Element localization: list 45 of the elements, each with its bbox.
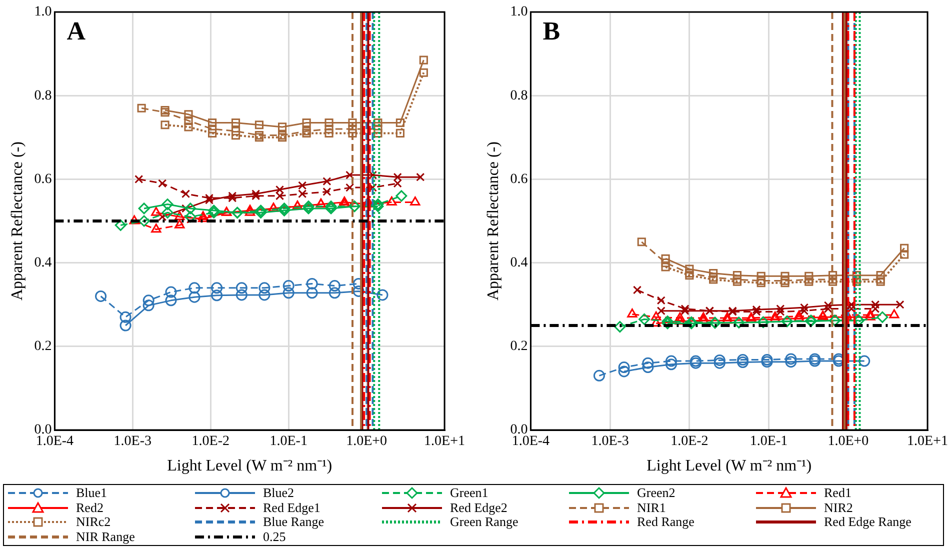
legend-label: Red Edge2 bbox=[450, 500, 508, 515]
legend-label: Blue Range bbox=[263, 514, 324, 530]
x-tick-label: 1.0E-3 bbox=[591, 434, 629, 450]
y-tick-label: 0.4 bbox=[510, 255, 528, 270]
y-tick-label: 0.8 bbox=[34, 88, 52, 104]
legend-label: Green1 bbox=[450, 485, 488, 500]
x-tick-label: 1.0E-1 bbox=[750, 434, 788, 450]
y-tick-label: 0.6 bbox=[510, 172, 528, 187]
legend-label: 0.25 bbox=[263, 528, 286, 544]
legend-label: Red1 bbox=[824, 485, 852, 500]
legend-label: Green2 bbox=[637, 485, 676, 500]
x-axis-title: Light Level (W m⁻² nm⁻¹) bbox=[646, 458, 812, 475]
chart-title: B bbox=[542, 16, 560, 46]
y-axis-title: Apparent Reflectance (-) bbox=[484, 141, 502, 301]
legend-label: Red Range bbox=[637, 514, 694, 530]
x-tick-label: 1.0E-3 bbox=[114, 434, 152, 450]
y-tick-label: 0.2 bbox=[34, 339, 52, 354]
y-tick-label: 0.6 bbox=[34, 172, 52, 187]
x-tick-label: 1.0E+0 bbox=[828, 434, 869, 450]
legend-label: Red Edge1 bbox=[263, 500, 320, 515]
y-tick-label: 0.4 bbox=[34, 255, 52, 270]
x-tick-label: 1.0E+0 bbox=[346, 434, 388, 450]
x-tick-label: 1.0E-4 bbox=[512, 434, 550, 450]
x-tick-label: 1.0E-2 bbox=[670, 434, 708, 450]
legend-label: Green Range bbox=[450, 514, 518, 530]
legend-label: NIR2 bbox=[824, 500, 853, 515]
y-tick-label: 1.0 bbox=[34, 4, 52, 20]
x-tick-label: 1.0E+1 bbox=[424, 434, 466, 450]
x-tick-label: 1.0E-2 bbox=[192, 434, 230, 450]
y-tick-label: 1.0 bbox=[510, 4, 528, 20]
legend-label: NIR1 bbox=[637, 500, 666, 515]
x-axis-title: Light Level (W m⁻² nm⁻¹) bbox=[167, 458, 332, 475]
x-tick-label: 1.0E-4 bbox=[36, 434, 74, 450]
x-tick-label: 1.0E+1 bbox=[907, 434, 948, 450]
legend-label: NIRc2 bbox=[76, 514, 111, 530]
y-tick-label: 0.8 bbox=[510, 88, 528, 104]
chart-title: A bbox=[66, 16, 86, 46]
legend-label: Blue2 bbox=[263, 485, 294, 500]
y-tick-label: 0.2 bbox=[510, 339, 528, 354]
legend-label: Blue1 bbox=[76, 485, 108, 500]
legend-label: Red2 bbox=[76, 500, 104, 515]
legend-label: NIR Range bbox=[76, 528, 135, 544]
legend-label: Red Edge Range bbox=[824, 514, 912, 530]
y-axis-title: Apparent Reflectance (-) bbox=[8, 141, 26, 301]
x-tick-label: 1.0E-1 bbox=[270, 434, 308, 450]
